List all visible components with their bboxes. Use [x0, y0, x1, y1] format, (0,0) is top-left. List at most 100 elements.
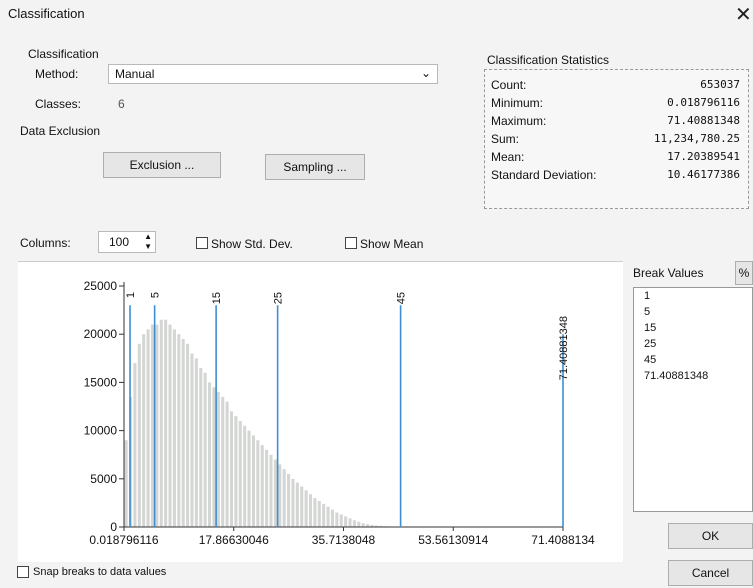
method-label-line1: Classification — [28, 47, 99, 61]
histogram-bar — [300, 486, 304, 527]
stat-label: Minimum: — [491, 96, 544, 110]
percent-toggle-button[interactable]: % — [735, 261, 753, 285]
histogram-bar — [366, 524, 370, 527]
snap-breaks-checkbox[interactable] — [17, 566, 29, 578]
histogram-bar — [361, 523, 365, 527]
break-value-item[interactable]: 71.40881348 — [644, 370, 709, 382]
show-mean-checkbox[interactable] — [345, 237, 357, 249]
histogram-bar — [308, 494, 313, 527]
histogram-bar — [326, 506, 330, 527]
break-values-header: Break Values — [633, 266, 704, 280]
classes-label: Classes: — [35, 97, 82, 111]
histogram-bar — [317, 500, 321, 527]
stat-row-sum: Sum: 11,234,780.25 — [491, 132, 740, 148]
histogram-bar — [194, 358, 198, 527]
histogram-bar — [357, 521, 361, 527]
histogram-bar — [225, 401, 229, 527]
break-label: 45 — [396, 292, 408, 304]
x-tick-label: 35.7138048 — [312, 533, 376, 547]
chevron-down-icon: ⌄ — [420, 66, 431, 80]
stat-label: Count: — [491, 78, 527, 92]
histogram-bar — [221, 396, 225, 527]
dialog-title: Classification — [8, 6, 85, 21]
method-dropdown[interactable]: Manual ⌄ — [108, 64, 438, 84]
show-std-dev-checkbox[interactable] — [196, 237, 208, 249]
histogram-bar — [186, 343, 190, 527]
histogram-bar — [203, 372, 207, 527]
histogram-bar — [172, 329, 176, 527]
ok-button[interactable]: OK — [668, 523, 753, 549]
histogram-bar — [133, 363, 137, 527]
break-value-item[interactable]: 15 — [644, 322, 657, 334]
histogram-bar — [330, 509, 334, 527]
histogram-bar — [273, 459, 277, 527]
break-label: 25 — [273, 292, 285, 304]
histogram-bar — [137, 343, 141, 527]
histogram-bar — [243, 425, 247, 527]
columns-value: 100 — [109, 235, 130, 249]
histogram-bar — [291, 478, 295, 527]
columns-stepper[interactable]: 100 ▲ ▼ — [98, 231, 156, 253]
histogram-bar — [260, 445, 264, 527]
histogram-bar — [142, 334, 146, 527]
histogram-bar — [313, 498, 317, 527]
histogram-bar — [269, 454, 273, 527]
break-label: 5 — [150, 292, 162, 298]
break-label: 1 — [125, 292, 137, 298]
break-value-item[interactable]: 1 — [644, 290, 651, 302]
snap-breaks-label: Snap breaks to data values — [33, 566, 167, 578]
histogram-bar — [146, 329, 150, 527]
histogram-bar — [199, 367, 203, 527]
histogram-bar — [282, 469, 286, 527]
break-values-list[interactable]: 1 5 15 25 45 71.40881348 — [633, 287, 753, 512]
histogram-bar — [238, 420, 242, 527]
break-value-item[interactable]: 25 — [644, 338, 657, 350]
histogram-bar — [374, 525, 378, 527]
break-value-item[interactable]: 45 — [644, 354, 657, 366]
histogram-bar — [124, 440, 128, 527]
histogram-bar — [208, 382, 212, 527]
x-tick-label: 71.4088134 — [531, 533, 595, 547]
histogram-bar — [256, 440, 260, 527]
exclusion-button[interactable]: Exclusion ... — [103, 152, 221, 178]
stat-label: Maximum: — [491, 114, 547, 128]
close-icon[interactable]: ✕ — [735, 4, 752, 26]
stat-row-count: Count: 653037 — [491, 78, 740, 94]
histogram-bar — [212, 387, 216, 527]
x-tick-label: 17.86630046 — [199, 533, 269, 547]
stat-row-std-dev: Standard Deviation: 10.46177386 — [491, 168, 740, 184]
histogram-bar — [335, 512, 339, 527]
histogram-bar — [190, 353, 194, 527]
stat-label: Mean: — [491, 150, 525, 164]
histogram-bar — [181, 339, 185, 527]
method-label-line2: Method: — [35, 67, 79, 81]
histogram-bar — [370, 524, 374, 527]
histogram-bar — [379, 525, 383, 527]
sampling-button[interactable]: Sampling ... — [265, 154, 365, 180]
stat-value: 653037 — [700, 78, 740, 91]
histogram-bar — [339, 514, 343, 527]
y-tick-label: 20000 — [84, 327, 118, 341]
y-tick-label: 25000 — [84, 279, 118, 293]
break-value-item[interactable]: 5 — [644, 306, 651, 318]
cancel-button[interactable]: Cancel — [668, 560, 753, 586]
stepper-arrows-icon[interactable]: ▲ ▼ — [144, 232, 152, 251]
histogram-bar — [155, 324, 159, 527]
histogram-bar — [164, 319, 168, 527]
show-mean-label: Show Mean — [360, 237, 424, 251]
classes-value[interactable]: 6 — [118, 97, 125, 111]
histogram-bar — [229, 411, 234, 527]
histogram-bar — [177, 334, 181, 527]
stat-label: Sum: — [491, 132, 520, 146]
histogram-bar — [168, 324, 172, 527]
stats-title: Classification Statistics — [487, 53, 610, 67]
histogram-bar — [352, 520, 356, 527]
histogram-bar — [278, 464, 282, 527]
histogram-bar — [234, 416, 238, 527]
stat-row-minimum: Minimum: 0.018796116 — [491, 96, 740, 112]
stat-value: 11,234,780.25 — [653, 132, 740, 145]
histogram-chart[interactable]: 25000 20000 15000 10000 5000 00.018796116 17.8… — [18, 261, 623, 562]
data-exclusion-label: Data Exclusion — [20, 124, 101, 138]
y-tick-label: 0 — [110, 520, 117, 534]
classification-statistics-panel: Count: 653037 Minimum: 0.018796116 Maximum… — [484, 69, 749, 209]
